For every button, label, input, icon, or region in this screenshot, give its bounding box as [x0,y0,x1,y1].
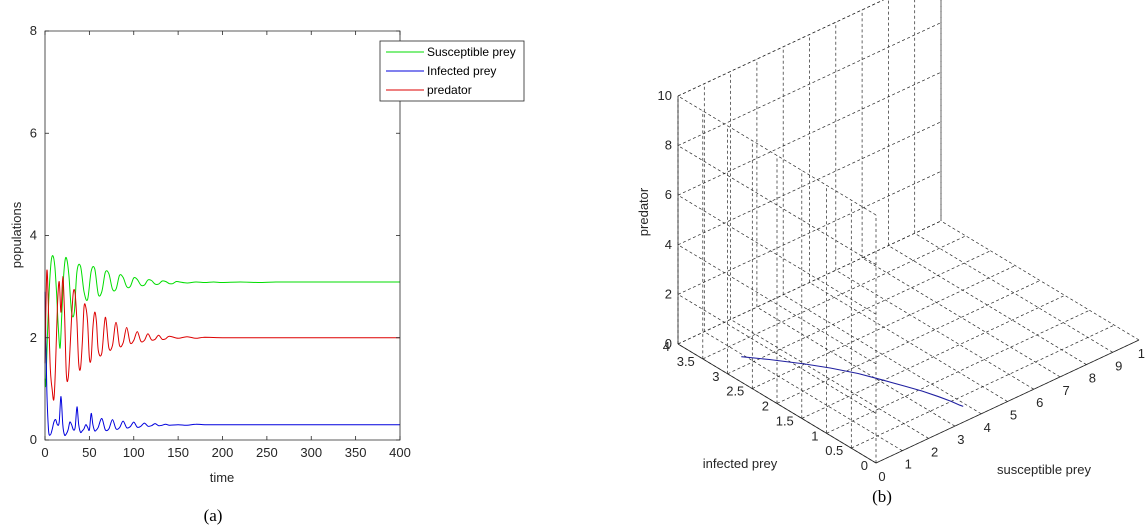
side-wall-grid-line [677,145,877,265]
floor-grid-line [756,306,956,427]
back-wall-grid-line [677,220,942,345]
floor-grid-line [702,235,966,360]
z-tick-label: 6 [665,187,672,202]
back-wall-grid-line [677,171,942,295]
x-tick-label: 350 [345,445,367,460]
z-tick-label: 10 [658,88,672,103]
x-tick-label: 200 [212,445,234,460]
floor-grid-line [835,269,1034,390]
floor-grid-line [752,265,1016,389]
legend-label-susceptible-prey: Susceptible prey [427,45,516,59]
panel-b-x-axis-label: susceptible prey [997,462,1091,477]
x-tick-label: 400 [389,445,411,460]
side-wall-grid-line [677,95,877,216]
x-tick-label: 300 [300,445,322,460]
y-tick-label: 2.5 [726,384,744,399]
panel-a-y-axis-label: populations [9,201,24,268]
x-tick-label: 8 [1089,371,1096,386]
side-wall-grid-line [677,194,877,315]
floor-grid-line [776,280,1041,404]
series-line-susceptible-prey [44,255,400,388]
panel-a-series-group [44,255,400,436]
y-tick-label: 4 [30,228,37,243]
x-tick-label: 7 [1062,383,1069,398]
z-tick-label: 4 [665,237,672,252]
panel-b-trajectory-group [741,356,964,407]
y-tick-label: 2 [762,399,769,414]
floor-grid-line [730,319,929,439]
x-tick-label: 9 [1115,358,1122,373]
legend-label-infected-prey: Infected prey [427,64,496,78]
panel-a-time-series: 0 50 100 150 200 250 300 350 400 0 2 4 6 8 time popu… [9,23,525,525]
panel-b-z-axis-label: predator [636,187,651,236]
panel-a-plot-area [45,31,400,440]
trajectory-line [741,356,964,407]
panel-b-grid-group [677,0,1140,464]
x-tick-label: 0 [41,445,48,460]
side-wall-grid-line [677,294,877,414]
y-tick-label: 6 [30,125,37,140]
y-tick-label: 2 [30,330,37,345]
back-wall-grid-line [677,71,942,196]
panel-b-caption: (b) [872,487,892,506]
y-tick-label: 1.5 [776,413,794,428]
x-tick-label: 0 [878,469,885,484]
z-tick-label: 2 [665,286,672,301]
x-tick-label: 1 [905,457,912,472]
z-tick-label: 0 [665,336,672,351]
x-tick-label: 4 [984,420,991,435]
top-edge [677,0,885,97]
back-wall-grid-line [677,121,942,246]
back-wall-grid-line [677,22,942,146]
legend-label-predator: predator [427,83,472,97]
panel-a-x-ticks: 0 50 100 150 200 250 300 350 400 [41,31,411,460]
x-tick-label: 50 [82,445,96,460]
series-line-infected-prey [44,291,400,436]
panel-b-axes-group [677,96,1140,464]
x-tick-label: 3 [957,432,964,447]
floor-grid-line [861,257,1061,378]
floor-grid-line [727,250,991,375]
floor-grid-line [801,295,1065,419]
y-tick-label: 4 [663,339,670,354]
x-tick-label: 150 [167,445,189,460]
panel-a-legend: Susceptible prey Infected prey predator [379,40,525,102]
x-tick-label: 10 [1138,346,1145,361]
y-tick-label: 0.5 [825,443,843,458]
x-tick-label: 100 [123,445,145,460]
y-axis-line [677,343,877,464]
x-axis-line [875,339,1140,464]
x-tick-label: 5 [1010,408,1017,423]
y-tick-label: 0 [30,432,37,447]
x-tick-label: 250 [256,445,278,460]
y-tick-label: 0 [861,458,868,473]
panel-a-caption: (a) [204,506,223,525]
panel-b-y-axis-label: infected prey [703,456,778,471]
side-wall-grid-line [677,244,877,365]
y-tick-label: 1 [811,428,818,443]
panel-a-x-axis-label: time [210,470,235,485]
y-tick-label: 8 [30,23,37,38]
series-line-predator [44,269,400,401]
y-tick-label: 3.5 [677,354,695,369]
floor-grid-line [851,324,1115,449]
floor-grid-line [826,309,1090,434]
y-tick-label: 3 [712,369,719,384]
floor-grid-line [940,220,1140,341]
z-tick-label: 8 [665,138,672,153]
x-tick-label: 2 [931,444,938,459]
panel-a-y-ticks: 0 2 4 6 8 [30,23,400,447]
x-tick-label: 6 [1036,395,1043,410]
